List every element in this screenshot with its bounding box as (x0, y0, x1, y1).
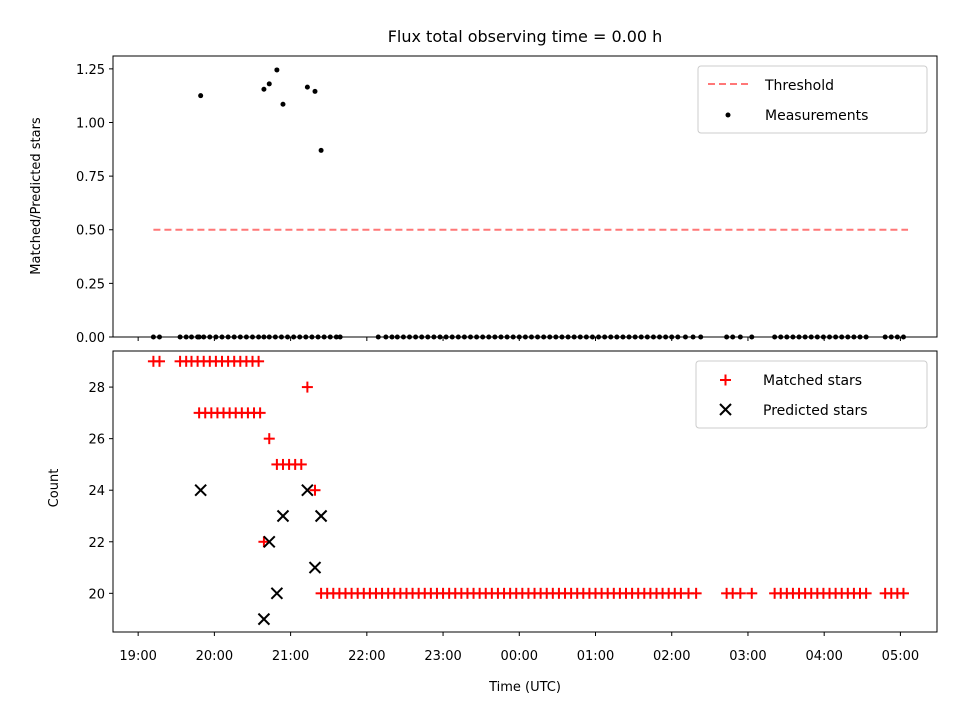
x-tick-label: 04:00 (805, 649, 842, 664)
x-tick-label: 21:00 (272, 649, 309, 664)
predicted-legend-swatch (719, 403, 732, 416)
threshold-legend-label: Threshold (764, 78, 834, 94)
measurement-point (198, 93, 204, 99)
top-y-ticks: 0.00 0.25 0.50 0.75 1.00 1.25 (76, 63, 113, 346)
x-tick-label: 02:00 (653, 649, 690, 664)
predicted-star-marker (270, 587, 284, 600)
predicted-legend-label: Predicted stars (763, 403, 868, 419)
top-panel: 0.00 0.25 0.50 0.75 1.00 1.25 Threshold Measu… (76, 55, 938, 346)
matched-star-marker (860, 587, 872, 599)
bottom-legend-box (695, 360, 928, 429)
measurement-point (318, 147, 324, 153)
matched-star-marker (897, 587, 909, 599)
predicted-star-marker (263, 535, 276, 548)
chart-title: Flux total observing time = 0.00 h (388, 27, 663, 46)
x-tick-label: 19:00 (119, 649, 156, 664)
matched-legend-label: Matched stars (763, 373, 862, 389)
matched-star-marker (253, 355, 265, 367)
predicted-star-marker (276, 509, 290, 523)
x-tick-label: 22:00 (348, 649, 385, 664)
matched-star-marker (263, 433, 275, 445)
matched-star-marker (734, 587, 746, 599)
matched-star-marker (301, 381, 313, 393)
top-legend-box (697, 65, 928, 134)
top-y-tick-label: 1.25 (76, 63, 105, 78)
measurement-point (280, 101, 286, 107)
top-legend: Threshold Measurements (697, 65, 928, 134)
measurement-point (266, 81, 272, 87)
x-axis-label: Time (UTC) (488, 680, 561, 695)
bottom-y-tick-label: 20 (88, 587, 105, 602)
x-tick-label: 05:00 (882, 649, 919, 664)
matched-star-marker (690, 587, 702, 599)
x-tick-label: 00:00 (501, 649, 538, 664)
predicted-star-marker (314, 509, 328, 523)
x-ticks: 19:00 20:00 21:00 22:00 23:00 00:00 01:00 02:00… (119, 337, 919, 664)
matched-star-marker (309, 484, 321, 496)
bottom-panel: 20 22 24 26 28 19:00 20:00 21:00 22:00 23:00 00:0… (88, 337, 938, 664)
bottom-y-ticks: 20 22 24 26 28 (88, 381, 113, 602)
measurements-legend-label: Measurements (765, 108, 868, 124)
measurements-legend-swatch (725, 112, 731, 118)
measurement-point (312, 88, 318, 94)
bottom-axes-frame (112, 350, 938, 633)
bottom-y-axis-label: Count (47, 469, 62, 508)
measurement-point (274, 67, 280, 73)
measurement-point (304, 84, 310, 90)
matched-star-marker (746, 587, 758, 599)
bottom-legend: Matched stars Predicted stars (695, 360, 928, 429)
x-tick-label: 20:00 (196, 649, 233, 664)
matched-star-marker (254, 407, 266, 419)
predicted-star-marker (257, 612, 271, 626)
predicted-star-marker (301, 484, 314, 497)
predicted-star-marker (308, 561, 322, 574)
bottom-y-tick-label: 24 (88, 484, 105, 499)
x-tick-label: 23:00 (424, 649, 461, 664)
bottom-y-tick-label: 26 (88, 433, 105, 448)
bottom-y-tick-label: 22 (88, 536, 105, 551)
matched-legend-swatch (720, 374, 731, 386)
top-y-axis-label: Matched/Predicted stars (29, 117, 44, 275)
x-tick-label: 03:00 (729, 649, 766, 664)
x-tick-label: 01:00 (577, 649, 614, 664)
matched-star-marker (258, 536, 270, 548)
top-y-tick-label: 0.75 (76, 170, 105, 185)
bottom-y-tick-label: 28 (88, 381, 105, 396)
predicted-star-marker (194, 484, 207, 497)
top-y-tick-label: 0.00 (76, 331, 105, 346)
top-y-tick-label: 0.50 (76, 224, 105, 239)
top-axes-frame (112, 55, 938, 338)
top-y-tick-label: 0.25 (76, 277, 105, 292)
matched-star-marker (295, 458, 307, 470)
top-y-tick-label: 1.00 (76, 116, 105, 131)
measurement-point (261, 86, 267, 92)
bottom-plot-area (147, 355, 909, 626)
matched-star-marker (153, 355, 165, 367)
